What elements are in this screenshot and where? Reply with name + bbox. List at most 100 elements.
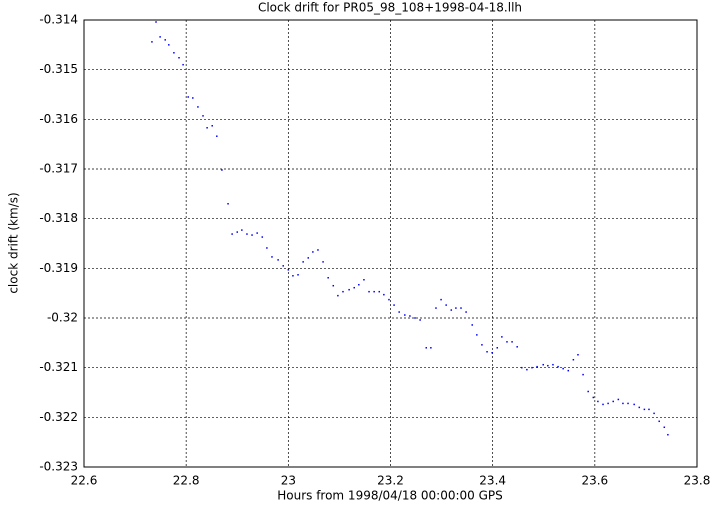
point (471, 324, 473, 326)
point (602, 403, 604, 406)
y-tick-label: -0.314 (39, 13, 78, 27)
point (151, 41, 153, 43)
point (393, 304, 395, 306)
point (173, 52, 175, 54)
point (353, 286, 355, 289)
point (526, 368, 528, 371)
point (562, 367, 564, 370)
point (342, 290, 344, 293)
point (231, 233, 233, 235)
point (327, 277, 329, 279)
point (358, 283, 360, 286)
point (312, 251, 314, 253)
point (577, 354, 579, 356)
point (663, 426, 666, 429)
x-tick-label: 22.8 (173, 474, 200, 488)
y-axis-label: clock drift (km/s) (7, 192, 21, 293)
point (261, 236, 264, 238)
point (450, 309, 453, 311)
point (383, 293, 385, 296)
point (491, 352, 493, 354)
point (511, 341, 513, 343)
point (378, 290, 381, 293)
point (307, 257, 310, 259)
y-tick-label: -0.319 (39, 261, 78, 275)
point (409, 315, 411, 317)
point (445, 304, 447, 306)
point (348, 288, 350, 291)
point (667, 433, 669, 436)
point (633, 403, 635, 406)
y-tick-label: -0.322 (39, 410, 78, 424)
point (587, 390, 589, 393)
point (419, 319, 421, 321)
point (521, 366, 523, 369)
point (317, 249, 319, 251)
point (460, 307, 462, 309)
point (246, 233, 248, 235)
point (648, 408, 650, 411)
point (617, 398, 620, 401)
point (430, 347, 432, 349)
point (187, 96, 189, 98)
point (404, 314, 406, 316)
point (168, 44, 170, 46)
point (332, 284, 335, 287)
point (182, 63, 184, 66)
point (297, 274, 299, 276)
point (496, 347, 499, 349)
point (658, 420, 660, 423)
x-tick-label: 23.8 (684, 474, 711, 488)
point (476, 334, 478, 336)
point (557, 365, 559, 368)
point (572, 358, 575, 361)
point (192, 97, 194, 99)
point (552, 363, 554, 366)
point (567, 369, 570, 372)
x-tick-label: 22.6 (71, 474, 98, 488)
point (373, 290, 375, 293)
point (592, 396, 595, 399)
point (159, 36, 161, 38)
point (516, 346, 518, 348)
x-tick-label: 23.6 (581, 474, 608, 488)
point (414, 317, 416, 319)
point (221, 169, 223, 171)
y-tick-label: -0.318 (39, 211, 78, 225)
point (536, 365, 538, 368)
y-tick-label: -0.315 (39, 62, 78, 76)
y-tick-label: -0.323 (39, 460, 78, 474)
point (653, 412, 655, 415)
point (322, 261, 324, 263)
point (251, 234, 253, 236)
y-tick-label: -0.321 (39, 360, 78, 374)
chart-title: Clock drift for PR05_98_108+1998-04-18.l… (258, 1, 522, 15)
point (643, 408, 646, 411)
point (256, 232, 258, 234)
x-axis-label: Hours from 1998/04/18 00:00:00 GPS (277, 489, 503, 503)
point (266, 247, 268, 249)
x-tick-label: 23.4 (479, 474, 506, 488)
point (542, 363, 544, 366)
point (638, 406, 641, 409)
y-tick-label: -0.317 (39, 162, 78, 176)
point (202, 115, 204, 117)
x-tick-label: 23.2 (377, 474, 404, 488)
point (277, 259, 279, 261)
point (597, 400, 599, 403)
point (178, 56, 180, 59)
point (435, 307, 437, 309)
point (622, 402, 624, 405)
y-tick-label: -0.32 (47, 311, 78, 325)
point (197, 106, 199, 108)
point (282, 265, 284, 267)
point (211, 125, 213, 127)
point (388, 298, 390, 301)
point (506, 341, 508, 343)
x-tick-label: 23 (281, 474, 296, 488)
point (481, 344, 483, 346)
point (612, 400, 614, 403)
y-tick-label: -0.316 (39, 112, 78, 126)
